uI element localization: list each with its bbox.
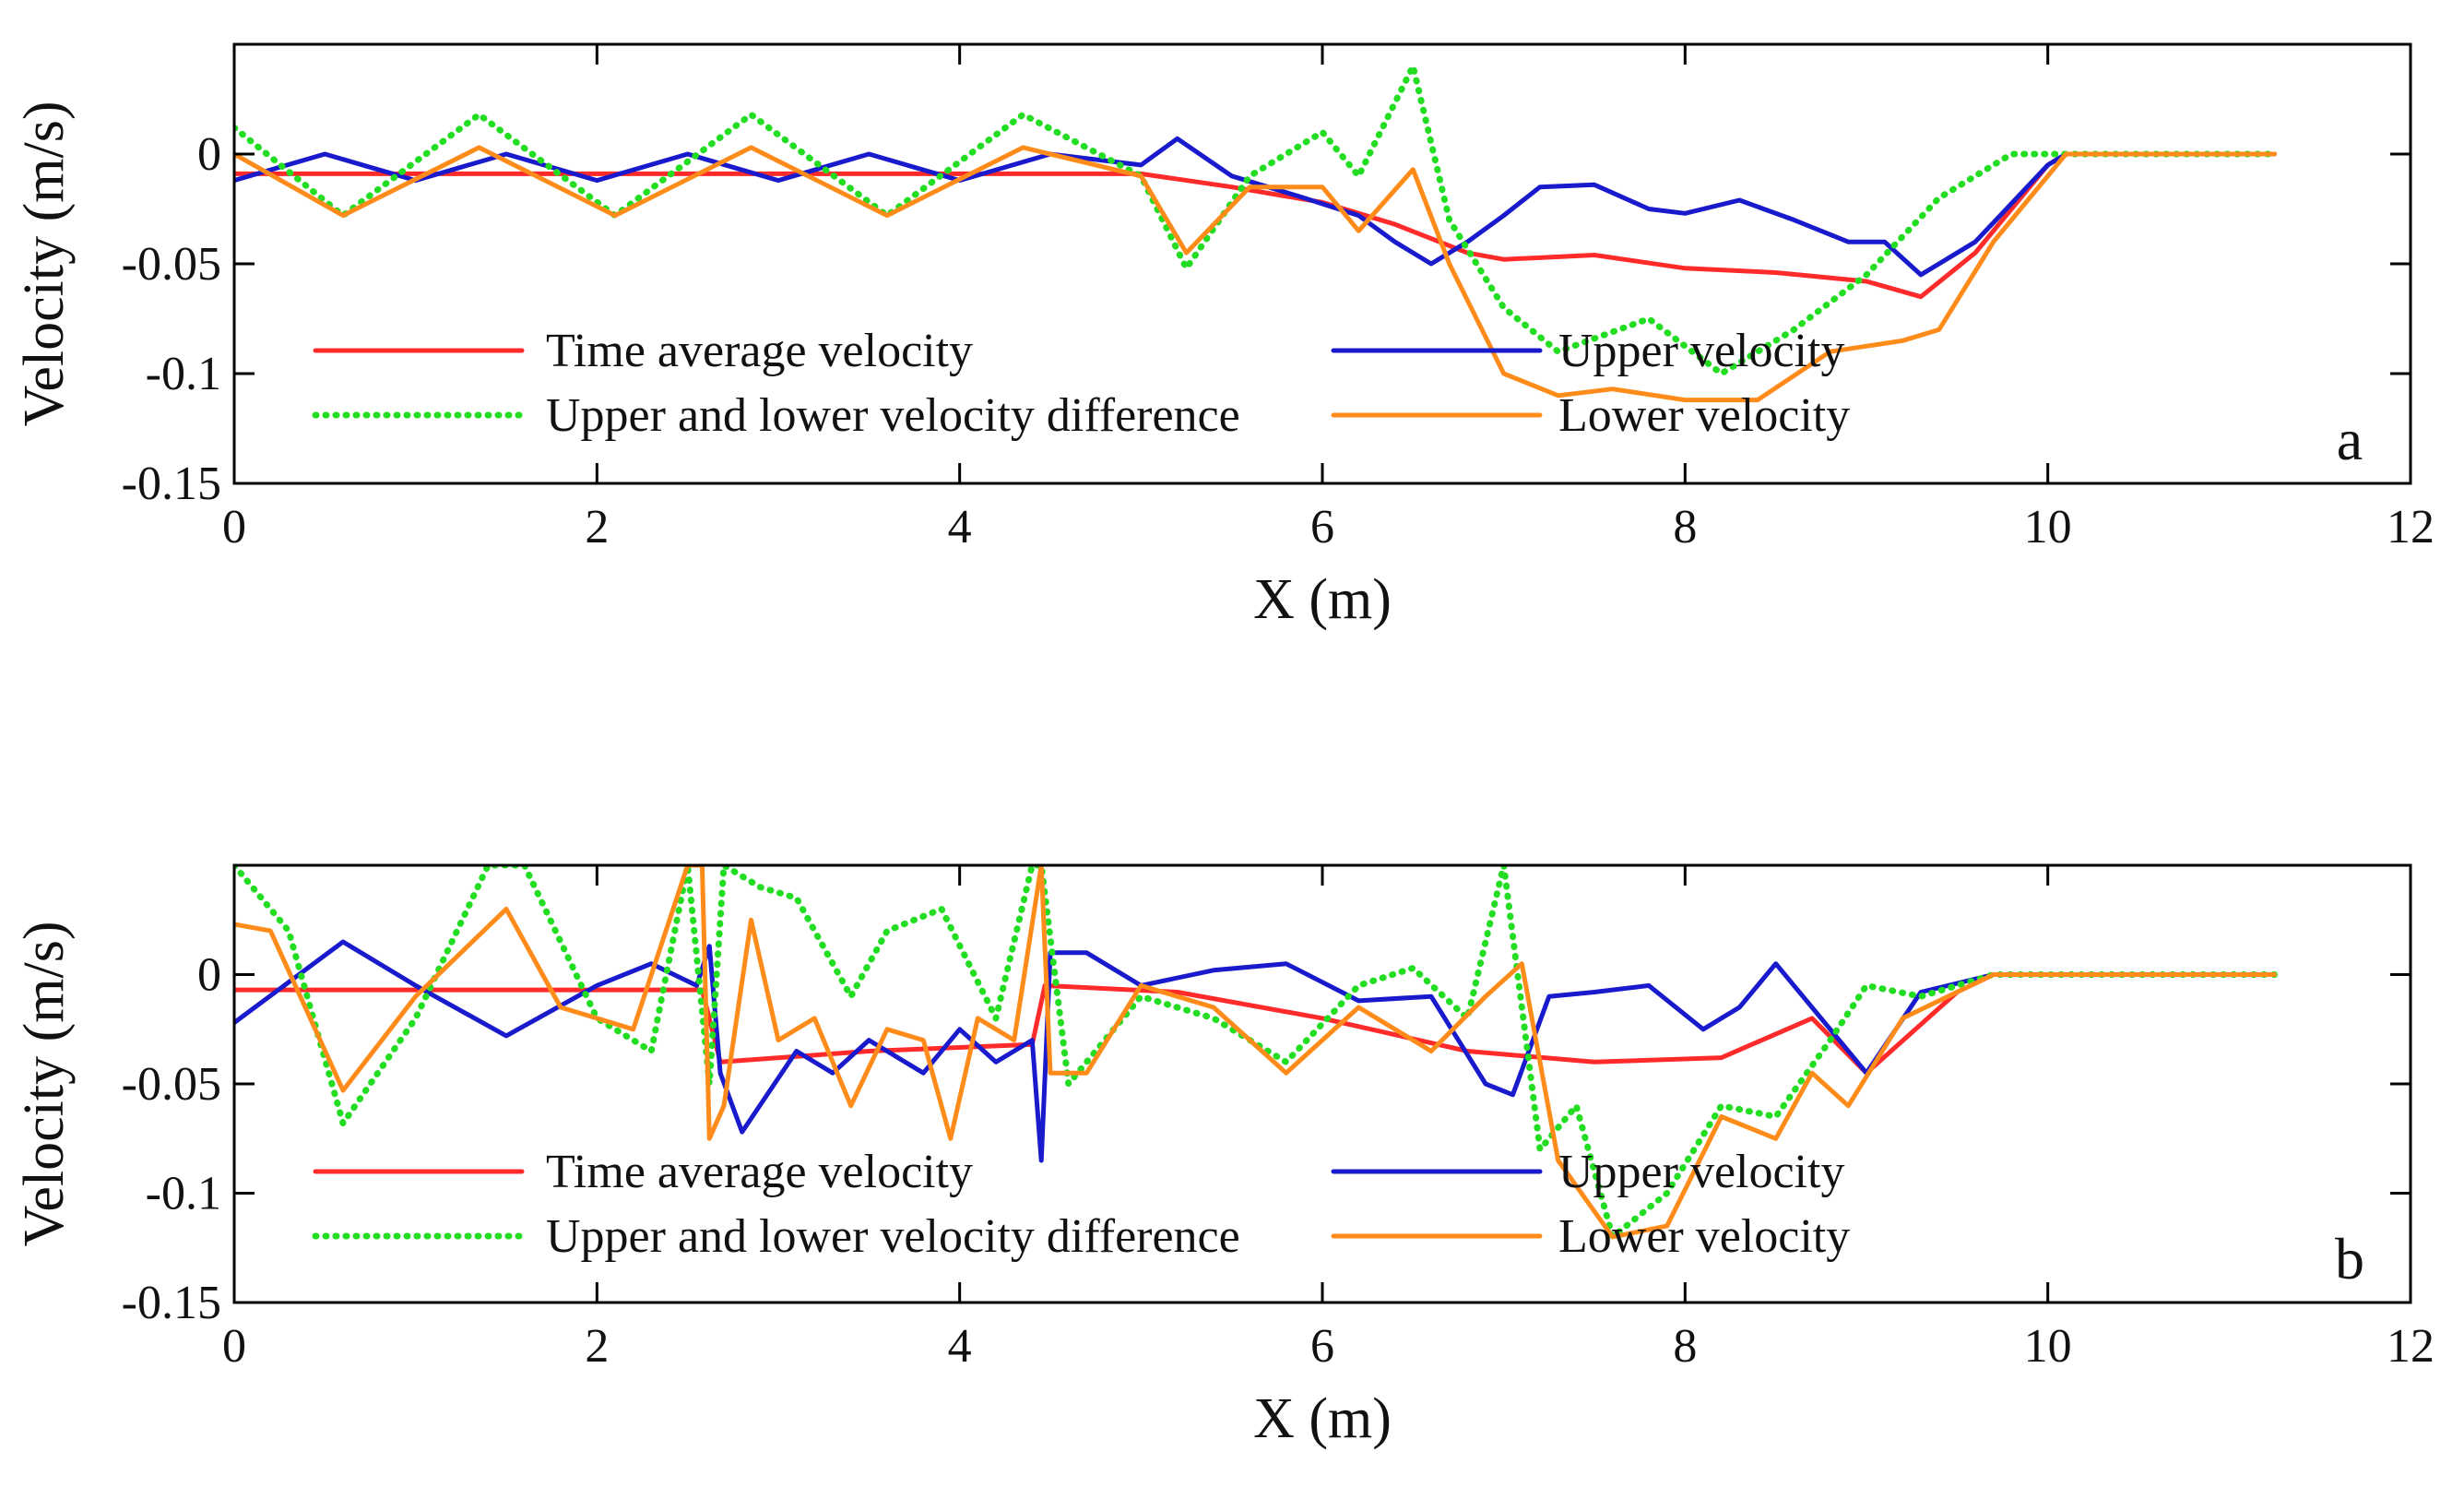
y-tick-label: -0.1 — [146, 1168, 221, 1220]
x-axis-label: X (m) — [1253, 568, 1392, 631]
x-tick-label: 10 — [2024, 1320, 2072, 1373]
legend-label: Upper and lower velocity difference — [546, 389, 1240, 442]
series-line-lower-velocity — [234, 865, 2277, 1240]
chart-panel-a: 0 2 4 6 8 10 12 0 -0.05 -0.1 -0.15 X (m) Velocity (m… — [13, 42, 2434, 631]
legend-label: Lower velocity — [1558, 1210, 1850, 1263]
x-tick-label: 4 — [948, 501, 972, 553]
series-line-upper-velocity — [234, 136, 2277, 278]
panel-label: a — [2337, 407, 2363, 472]
y-tick-label: -0.05 — [122, 1058, 221, 1111]
x-tick-label: 6 — [1310, 1320, 1334, 1373]
x-tick-label: 2 — [585, 1320, 609, 1373]
legend-label: Time average velocity — [546, 1146, 973, 1198]
x-tick-label: 6 — [1310, 501, 1334, 553]
x-tick-label: 10 — [2024, 501, 2072, 553]
x-tick-label: 12 — [2387, 1320, 2434, 1373]
y-tick-label: -0.05 — [122, 238, 221, 291]
series-line-upper-and-lower-velocity-difference — [234, 865, 2278, 1241]
y-axis-label: Velocity (m/s) — [13, 922, 76, 1247]
legend-label: Lower velocity — [1558, 389, 1850, 442]
chart-panel-b: 0 2 4 6 8 10 12 0 -0.05 -0.1 -0.15 X (m) Velocity (m… — [13, 863, 2434, 1450]
legend-label: Upper velocity — [1558, 1146, 1844, 1198]
y-axis-label: Velocity (m/s) — [13, 101, 76, 427]
legend-label: Upper and lower velocity difference — [546, 1210, 1240, 1263]
x-axis-label: X (m) — [1253, 1387, 1392, 1450]
y-tick-label: -0.15 — [122, 458, 221, 510]
x-tick-label: 0 — [222, 1320, 246, 1373]
legend-label: Time average velocity — [546, 325, 973, 377]
legend: Time average velocity Upper and lower vel… — [312, 325, 1850, 442]
x-tick-label: 8 — [1673, 1320, 1697, 1373]
x-tick-label: 8 — [1673, 501, 1697, 553]
legend: Time average velocity Upper and lower vel… — [312, 1146, 1850, 1263]
series-line-lower-velocity — [234, 145, 2277, 403]
y-tick-label: 0 — [197, 949, 221, 1002]
x-tick-label: 4 — [948, 1320, 972, 1373]
x-tick-label: 12 — [2387, 501, 2434, 553]
legend-label: Upper velocity — [1558, 325, 1844, 377]
y-tick-label: -0.15 — [122, 1277, 221, 1329]
panel-label: b — [2335, 1226, 2364, 1291]
y-tick-label: 0 — [197, 128, 221, 181]
series-line-upper-and-lower-velocity-difference — [234, 63, 2278, 377]
y-tick-label: -0.1 — [146, 348, 221, 400]
x-tick-label: 2 — [585, 501, 609, 553]
x-tick-label: 0 — [222, 501, 246, 553]
